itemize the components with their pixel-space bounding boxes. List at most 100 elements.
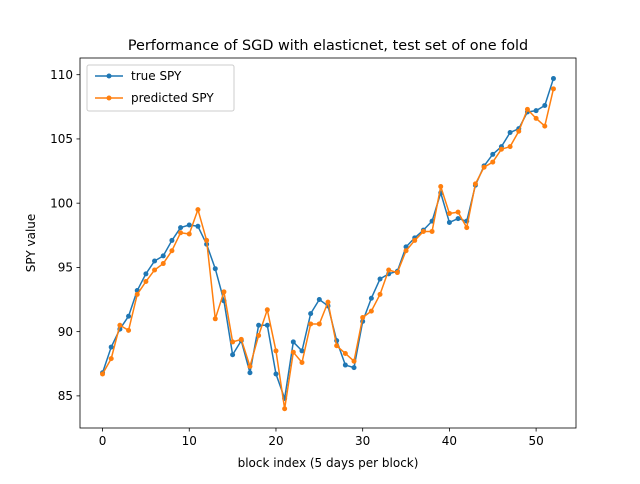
legend-label-predicted-spy: predicted SPY (131, 91, 214, 105)
data-point-predicted-spy (238, 336, 244, 342)
data-point-predicted-spy (498, 146, 504, 152)
data-point-true-spy (256, 322, 262, 328)
data-point-predicted-spy (438, 183, 444, 189)
data-point-true-spy (377, 276, 383, 282)
chart-title: Performance of SGD with elasticnet, test… (128, 38, 528, 54)
y-tick-label: 105 (50, 132, 73, 146)
data-point-predicted-spy (524, 106, 530, 112)
series-layer (100, 76, 556, 412)
data-point-true-spy (507, 130, 513, 136)
data-point-true-spy (186, 222, 192, 228)
data-point-predicted-spy (455, 209, 461, 215)
data-point-predicted-spy (264, 307, 270, 313)
legend-label-true-spy: true SPY (131, 69, 182, 83)
data-point-true-spy (455, 216, 461, 222)
legend-marker-true-spy (106, 73, 112, 79)
data-point-true-spy (273, 371, 279, 377)
data-point-predicted-spy (412, 237, 418, 243)
data-point-predicted-spy (134, 291, 140, 297)
data-point-true-spy (299, 348, 305, 354)
data-point-true-spy (169, 237, 175, 243)
data-point-predicted-spy (429, 228, 435, 234)
data-point-predicted-spy (299, 359, 305, 365)
data-point-predicted-spy (152, 267, 158, 273)
x-tick-label: 30 (355, 434, 370, 448)
data-point-true-spy (152, 258, 158, 264)
data-point-predicted-spy (368, 308, 374, 314)
data-point-predicted-spy (325, 299, 331, 305)
data-point-predicted-spy (360, 315, 366, 321)
data-point-true-spy (290, 339, 296, 345)
data-point-predicted-spy (108, 356, 114, 362)
data-point-true-spy (316, 297, 322, 303)
data-point-predicted-spy (472, 181, 478, 187)
data-point-predicted-spy (273, 348, 279, 354)
x-tick-label: 20 (268, 434, 283, 448)
data-point-true-spy (351, 365, 357, 371)
data-point-true-spy (126, 313, 132, 319)
legend-marker-predicted-spy (106, 95, 112, 101)
data-point-predicted-spy (186, 231, 192, 237)
data-point-true-spy (308, 311, 314, 317)
data-point-predicted-spy (117, 322, 123, 328)
data-point-predicted-spy (308, 321, 314, 327)
data-point-predicted-spy (542, 123, 548, 129)
data-point-predicted-spy (394, 270, 400, 276)
y-tick-label: 90 (58, 325, 73, 339)
data-point-true-spy (490, 151, 496, 157)
data-point-predicted-spy (126, 327, 132, 333)
data-point-true-spy (533, 108, 539, 114)
y-tick-label: 100 (50, 196, 73, 210)
series-predicted-spy (100, 86, 556, 412)
data-point-predicted-spy (160, 261, 166, 267)
data-point-predicted-spy (386, 267, 392, 273)
data-point-predicted-spy (143, 279, 149, 285)
x-tick-label: 50 (528, 434, 543, 448)
y-axis-label: SPY value (24, 214, 38, 273)
y-tick-label: 95 (58, 261, 73, 275)
axes-frame (79, 57, 577, 429)
data-point-predicted-spy (516, 128, 522, 134)
data-point-predicted-spy (100, 371, 106, 377)
data-point-true-spy (264, 322, 270, 328)
data-point-true-spy (368, 295, 374, 301)
data-point-predicted-spy (490, 159, 496, 165)
data-point-predicted-spy (420, 228, 426, 234)
data-point-predicted-spy (550, 86, 556, 92)
data-point-predicted-spy (204, 237, 210, 243)
data-point-true-spy (542, 103, 548, 109)
data-point-predicted-spy (377, 291, 383, 297)
data-point-predicted-spy (533, 115, 539, 121)
x-tick-label: 0 (99, 434, 107, 448)
x-tick-label: 10 (182, 434, 197, 448)
data-point-true-spy (160, 253, 166, 259)
data-point-true-spy (108, 344, 114, 350)
y-tick-label: 110 (50, 68, 73, 82)
data-point-predicted-spy (464, 225, 470, 231)
data-point-predicted-spy (256, 333, 262, 338)
data-point-predicted-spy (221, 289, 227, 295)
data-point-true-spy (230, 352, 236, 358)
x-tick-label: 40 (442, 434, 457, 448)
data-point-predicted-spy (247, 363, 253, 369)
data-point-predicted-spy (212, 316, 218, 322)
data-point-predicted-spy (403, 248, 409, 254)
data-point-true-spy (212, 266, 218, 272)
data-point-predicted-spy (316, 321, 322, 327)
data-point-true-spy (550, 76, 556, 82)
plot-area: 0 10 20 30 40 50 85 90 95 100 105 110 (50, 68, 544, 448)
data-point-predicted-spy (230, 339, 236, 345)
data-point-predicted-spy (178, 230, 184, 236)
data-point-true-spy (342, 362, 348, 368)
data-point-true-spy (195, 223, 201, 229)
data-point-predicted-spy (342, 350, 348, 356)
data-point-predicted-spy (290, 349, 296, 355)
legend-box (86, 64, 235, 112)
legend: true SPY predicted SPY (86, 64, 235, 112)
data-point-predicted-spy (481, 164, 487, 170)
data-point-predicted-spy (169, 248, 175, 254)
data-point-true-spy (178, 225, 184, 231)
data-point-true-spy (247, 370, 253, 376)
data-point-true-spy (446, 219, 452, 225)
